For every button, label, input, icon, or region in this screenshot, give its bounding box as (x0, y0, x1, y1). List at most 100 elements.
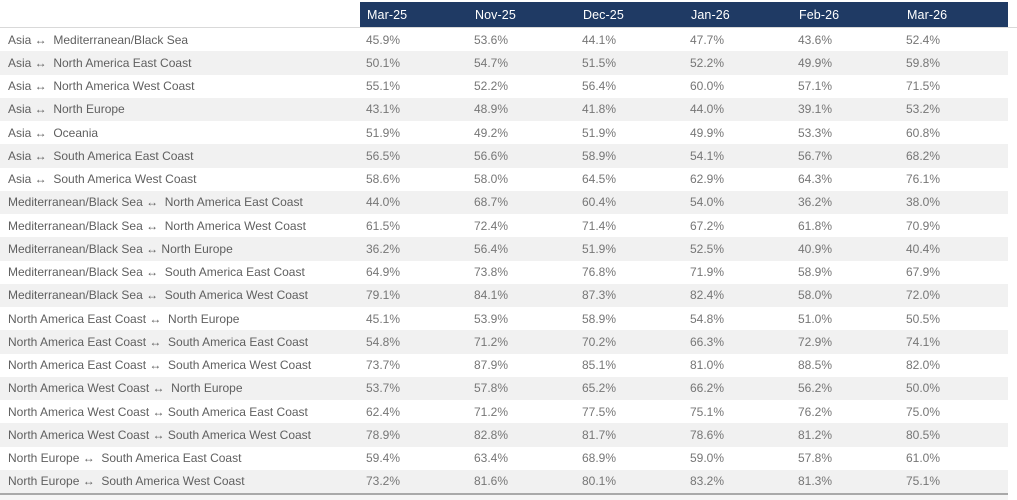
value-cell: 64.9% (366, 265, 401, 280)
value-cell: 44.0% (690, 102, 725, 117)
value-cell: 77.5% (582, 404, 617, 419)
value-cell: 59.4% (366, 451, 401, 466)
route-label: North America East Coast ↔ North Europe (8, 311, 240, 326)
value-cell: 78.9% (366, 427, 401, 442)
value-cell: 87.3% (582, 288, 617, 303)
value-cell: 54.7% (474, 55, 509, 70)
value-cell: 53.2% (906, 102, 941, 117)
value-cell: 40.9% (798, 241, 833, 256)
value-cell: 76.1% (906, 172, 941, 187)
value-cell: 81.0% (690, 358, 725, 373)
route-label: Asia ↔ North Europe (8, 102, 125, 117)
value-cell: 82.0% (906, 358, 941, 373)
value-cell: 60.0% (690, 79, 725, 94)
value-cell: 73.2% (366, 474, 401, 489)
value-cell: 68.9% (582, 451, 617, 466)
value-cell: 75.1% (906, 474, 941, 489)
table-row: Asia ↔ South America East Coast 56.5% 56… (0, 144, 1008, 168)
value-cell: 74.1% (906, 334, 941, 349)
value-cell: 52.2% (690, 55, 725, 70)
value-cell: 58.0% (798, 288, 833, 303)
value-cell: 71.2% (474, 334, 509, 349)
column-header: Nov-25 (475, 7, 516, 22)
value-cell: 83.2% (690, 474, 725, 489)
route-label: North America East Coast ↔ South America… (8, 358, 312, 373)
value-cell: 51.9% (582, 241, 617, 256)
value-cell: 82.8% (474, 427, 509, 442)
table-row: North America West Coast ↔ North Europe … (0, 376, 1008, 400)
value-cell: 72.0% (906, 288, 941, 303)
value-cell: 61.0% (906, 451, 941, 466)
value-cell: 52.4% (906, 32, 941, 47)
value-cell: 72.4% (474, 218, 509, 233)
value-cell: 58.9% (798, 265, 833, 280)
header-spacer (0, 0, 360, 27)
value-cell: 54.0% (690, 195, 725, 210)
value-cell: 71.9% (690, 265, 725, 280)
value-cell: 81.2% (798, 427, 833, 442)
value-cell: 48.9% (474, 102, 509, 117)
value-cell: 59.8% (906, 55, 941, 70)
value-cell: 51.9% (366, 125, 401, 140)
value-cell: 82.4% (690, 288, 725, 303)
table-row: North America East Coast ↔ North Europe … (0, 307, 1008, 331)
value-cell: 43.1% (366, 102, 401, 117)
value-cell: 57.1% (798, 79, 833, 94)
column-header: Feb-26 (799, 7, 840, 22)
value-cell: 43.6% (798, 32, 833, 47)
value-cell: 53.9% (474, 311, 509, 326)
value-cell: 58.9% (582, 311, 617, 326)
route-label: Asia ↔ Oceania (8, 125, 99, 140)
value-cell: 39.1% (798, 102, 833, 117)
route-label: Asia ↔ Mediterranean/Black Sea (8, 32, 189, 47)
route-label: North Europe ↔ South America East Coast (8, 451, 242, 466)
value-cell: 50.5% (906, 311, 941, 326)
value-cell: 51.0% (798, 311, 833, 326)
value-cell: 79.1% (366, 288, 401, 303)
route-label: North America East Coast ↔ South America… (8, 334, 309, 349)
table-bottom-border (0, 493, 1008, 500)
value-cell: 51.9% (582, 125, 617, 140)
value-cell: 71.5% (906, 79, 941, 94)
value-cell: 41.8% (582, 102, 617, 117)
route-label: Asia ↔ South America West Coast (8, 172, 197, 187)
value-cell: 45.1% (366, 311, 401, 326)
route-label: Mediterranean/Black Sea ↔ South America … (8, 265, 305, 280)
value-cell: 88.5% (798, 358, 833, 373)
table-row: Asia ↔ North America East Coast 50.1% 54… (0, 51, 1008, 75)
value-cell: 59.0% (690, 451, 725, 466)
value-cell: 66.3% (690, 334, 725, 349)
value-cell: 66.2% (690, 381, 725, 396)
column-header: Mar-26 (907, 7, 948, 22)
table-row: North Europe ↔ South America West Coast … (0, 469, 1008, 493)
value-cell: 76.2% (798, 404, 833, 419)
value-cell: 36.2% (798, 195, 833, 210)
value-cell: 53.3% (798, 125, 833, 140)
route-label: Asia ↔ North America West Coast (8, 79, 195, 94)
table-row: Asia ↔ Oceania 51.9% 49.2% 51.9% 49.9% 5… (0, 121, 1008, 145)
value-cell: 80.1% (582, 474, 617, 489)
value-cell: 81.6% (474, 474, 509, 489)
value-cell: 55.1% (366, 79, 401, 94)
value-cell: 56.7% (798, 148, 833, 163)
value-cell: 45.9% (366, 32, 401, 47)
table-row: Mediterranean/Black Sea ↔ South America … (0, 260, 1008, 284)
value-cell: 81.3% (798, 474, 833, 489)
value-cell: 65.2% (582, 381, 617, 396)
table-row: North Europe ↔ South America East Coast … (0, 446, 1008, 470)
value-cell: 87.9% (474, 358, 509, 373)
table-row: North America West Coast ↔ South America… (0, 423, 1008, 447)
value-cell: 58.0% (474, 172, 509, 187)
value-cell: 57.8% (474, 381, 509, 396)
value-cell: 54.8% (366, 334, 401, 349)
value-cell: 53.6% (474, 32, 509, 47)
value-cell: 38.0% (906, 195, 941, 210)
value-cell: 72.9% (798, 334, 833, 349)
value-cell: 56.6% (474, 148, 509, 163)
value-cell: 58.9% (582, 148, 617, 163)
route-label: Asia ↔ South America East Coast (8, 148, 194, 163)
value-cell: 85.1% (582, 358, 617, 373)
value-cell: 81.7% (582, 427, 617, 442)
value-cell: 71.4% (582, 218, 617, 233)
